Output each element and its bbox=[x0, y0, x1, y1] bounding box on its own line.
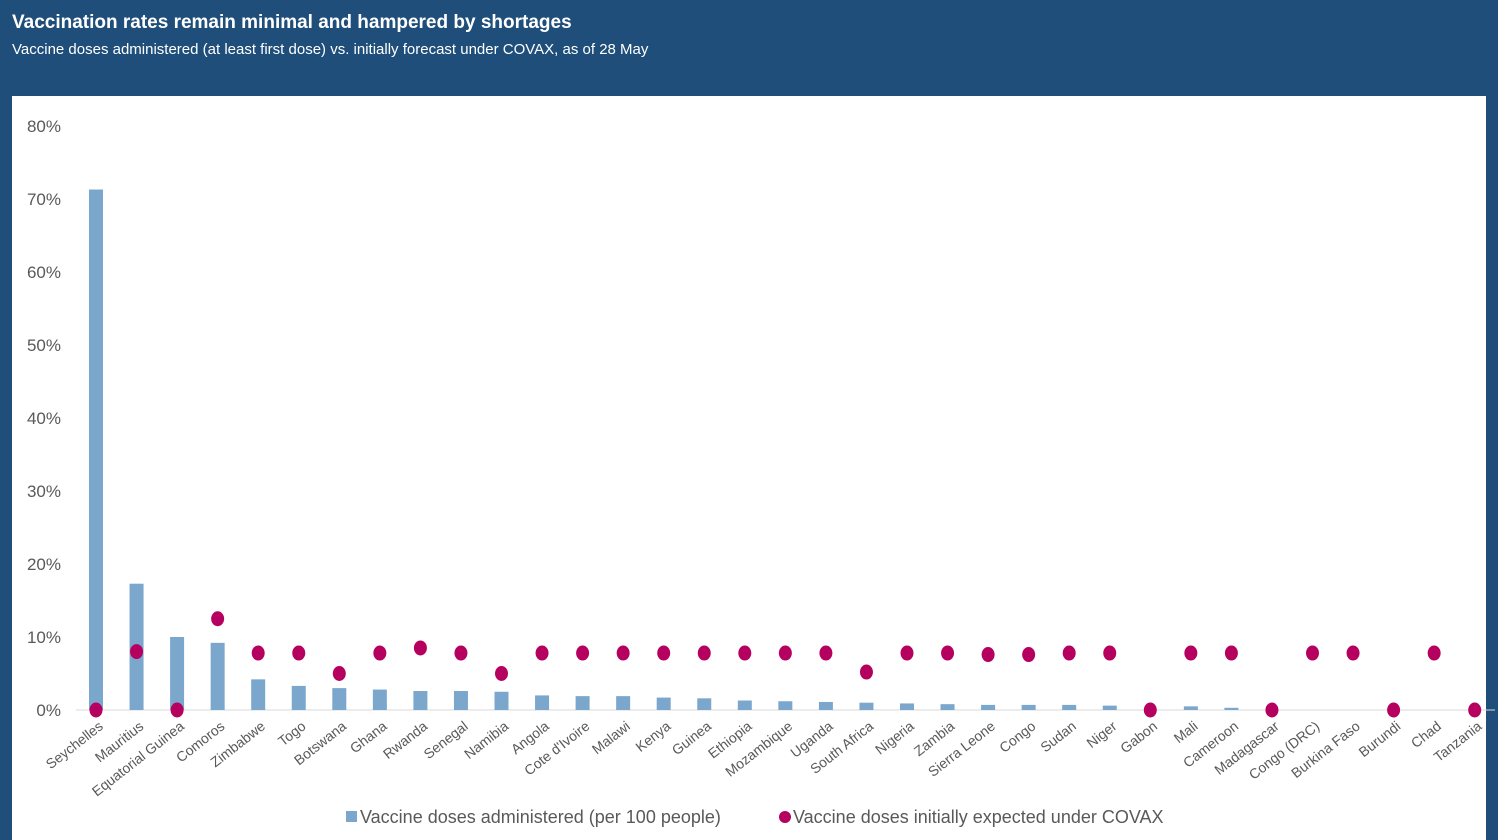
expected-dot bbox=[211, 611, 225, 627]
chart-header: Vaccination rates remain minimal and ham… bbox=[0, 0, 1498, 96]
expected-dot bbox=[1224, 645, 1238, 661]
bar bbox=[616, 696, 631, 710]
x-tick-label: Senegal bbox=[420, 718, 470, 762]
bar bbox=[1021, 704, 1036, 710]
x-tick-label: Mali bbox=[1171, 718, 1201, 746]
expected-dot bbox=[89, 702, 103, 718]
bar bbox=[940, 704, 955, 710]
expected-dot bbox=[1306, 645, 1319, 661]
expected-dot bbox=[1427, 645, 1441, 661]
bar bbox=[575, 696, 590, 710]
expected-dot bbox=[1184, 645, 1198, 661]
expected-dot bbox=[819, 645, 833, 661]
x-tick-label: Kenya bbox=[632, 718, 673, 755]
expected-dot bbox=[941, 645, 955, 661]
y-tick-label: 50% bbox=[27, 336, 61, 355]
y-tick-label: 20% bbox=[27, 555, 61, 574]
expected-dot bbox=[1468, 702, 1482, 718]
bar bbox=[859, 702, 874, 710]
legend-label-expected: Vaccine doses initially expected under C… bbox=[793, 807, 1164, 827]
bar bbox=[535, 695, 550, 710]
bar bbox=[1102, 705, 1117, 710]
expected-dot bbox=[697, 645, 711, 661]
y-tick-label: 0% bbox=[36, 701, 61, 720]
expected-dot bbox=[576, 645, 590, 661]
bar bbox=[251, 679, 266, 710]
expected-dot bbox=[981, 647, 995, 663]
expected-dot bbox=[1103, 645, 1117, 661]
expected-dot bbox=[738, 645, 752, 661]
y-tick-label: 80% bbox=[27, 117, 61, 136]
x-tick-label: Gabon bbox=[1117, 718, 1160, 756]
bar bbox=[372, 689, 387, 710]
bar bbox=[89, 189, 103, 710]
expected-dot bbox=[1022, 647, 1036, 663]
x-tick-label: Seychelles bbox=[43, 718, 106, 772]
bar bbox=[291, 685, 306, 710]
expected-dot bbox=[170, 702, 184, 718]
expected-dot bbox=[373, 645, 387, 661]
expected-dot bbox=[332, 666, 346, 681]
x-tick-label: Malawi bbox=[589, 718, 633, 757]
bar bbox=[494, 691, 509, 710]
x-tick-label: Sudan bbox=[1037, 718, 1079, 756]
y-tick-label: 10% bbox=[27, 628, 61, 647]
bar bbox=[332, 688, 347, 710]
expected-dot bbox=[413, 640, 427, 656]
y-tick-label: 60% bbox=[27, 263, 61, 282]
expected-dot bbox=[616, 645, 630, 661]
expected-dot bbox=[778, 645, 792, 661]
expected-dot bbox=[657, 645, 671, 661]
x-tick-label: Nigeria bbox=[872, 718, 917, 758]
bar bbox=[656, 697, 671, 710]
bar bbox=[453, 691, 468, 710]
bar bbox=[737, 700, 752, 710]
legend-swatch-bar bbox=[346, 811, 357, 822]
bar bbox=[170, 637, 185, 710]
bar bbox=[981, 704, 996, 710]
expected-dot bbox=[251, 645, 265, 661]
legend-label-administered: Vaccine doses administered (per 100 peop… bbox=[360, 807, 721, 827]
bar bbox=[778, 701, 793, 710]
expected-dot bbox=[130, 644, 144, 660]
bar bbox=[697, 698, 712, 710]
bar bbox=[413, 691, 428, 710]
expected-dot bbox=[454, 645, 468, 661]
expected-dot bbox=[1265, 702, 1279, 718]
chart-title: Vaccination rates remain minimal and ham… bbox=[12, 12, 572, 33]
bar bbox=[1224, 707, 1239, 710]
y-tick-label: 40% bbox=[27, 409, 61, 428]
x-tick-label: Niger bbox=[1083, 718, 1119, 751]
expected-dot bbox=[1387, 702, 1401, 718]
expected-dot bbox=[1143, 702, 1157, 718]
legend-swatch-dot bbox=[779, 811, 791, 823]
bar bbox=[1183, 706, 1198, 710]
x-tick-label: Rwanda bbox=[380, 718, 430, 762]
chart-subtitle: Vaccine doses administered (at least fir… bbox=[12, 41, 649, 58]
x-tick-label: Congo bbox=[996, 718, 1039, 756]
x-tick-label: Namibia bbox=[461, 718, 511, 762]
x-tick-label: Burundi bbox=[1356, 718, 1404, 760]
bar bbox=[210, 642, 225, 710]
y-tick-label: 30% bbox=[27, 482, 61, 501]
expected-dot bbox=[859, 664, 873, 680]
bar bbox=[900, 703, 914, 710]
y-tick-label: 70% bbox=[27, 190, 61, 209]
expected-dot bbox=[495, 666, 508, 681]
bar bbox=[1062, 704, 1077, 710]
expected-dot bbox=[900, 645, 914, 661]
expected-dot bbox=[1346, 645, 1360, 661]
bar bbox=[818, 701, 833, 710]
expected-dot bbox=[1062, 645, 1076, 661]
expected-dot bbox=[535, 645, 549, 661]
expected-dot bbox=[292, 645, 306, 661]
